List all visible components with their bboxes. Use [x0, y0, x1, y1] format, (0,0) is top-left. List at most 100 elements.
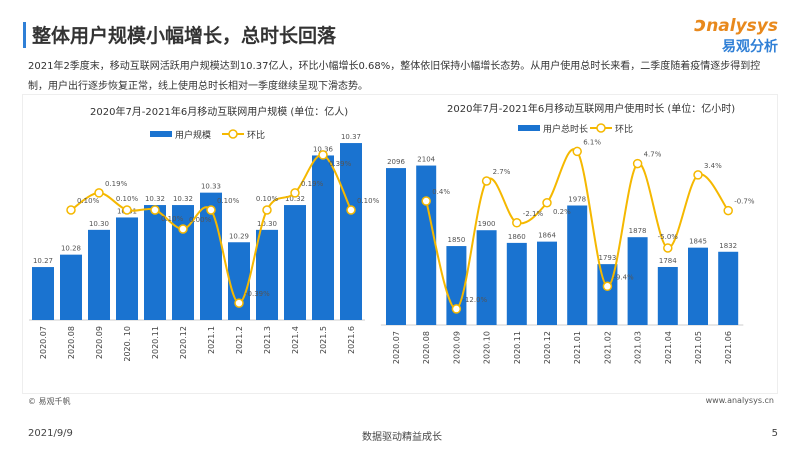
growth-value-label: 0.10%	[161, 215, 184, 223]
x-tick-label: 2021.3	[263, 326, 272, 354]
x-tick-label: 2020.11	[151, 326, 160, 359]
growth-value-label: 4.7%	[644, 151, 662, 159]
legend-bar-swatch	[518, 125, 540, 131]
bar-value-label: 10.29	[229, 232, 249, 240]
bar	[340, 143, 362, 320]
growth-point	[290, 188, 300, 198]
bar-value-label: 1793	[598, 254, 616, 262]
chart1-title: 2020年7月-2021年6月移动互联网用户规模 (单位：亿人)	[90, 107, 349, 118]
x-tick-label: 2020.09	[452, 331, 461, 364]
growth-point	[663, 243, 673, 253]
bar-value-label: 10.30	[257, 220, 277, 228]
bar	[312, 155, 334, 320]
x-tick-label: 2020.09	[95, 326, 104, 359]
legend-line-label: 环比	[615, 123, 633, 135]
growth-point	[94, 188, 104, 198]
growth-value-label: 0.39%	[329, 160, 352, 168]
logo-text-en: nalysys	[706, 16, 778, 36]
legend-bar-label: 用户总时长	[543, 123, 588, 135]
x-tick-label: 2020.12	[179, 326, 188, 359]
bar	[718, 251, 739, 325]
bar	[32, 267, 54, 320]
growth-point	[542, 198, 552, 208]
bar-value-label: 10.32	[145, 195, 165, 203]
bar-value-label: 1860	[508, 233, 526, 241]
bar-value-label: 1845	[689, 238, 707, 246]
legend-bar-label: 用户规模	[175, 129, 211, 141]
date: 2021/9/9	[28, 428, 73, 439]
x-tick-label: 2021.03	[634, 331, 643, 364]
bar	[60, 254, 82, 320]
x-tick-label: 2021.05	[694, 331, 703, 364]
growth-value-label: -12.0%	[462, 296, 487, 304]
bar-value-label: 10.32	[285, 195, 305, 203]
bar	[627, 237, 648, 325]
growth-value-label: 3.4%	[704, 162, 722, 170]
growth-value-label: 0.4%	[432, 188, 450, 196]
bar	[144, 205, 166, 320]
x-tick-label: 2020.11	[513, 331, 522, 364]
bar-value-label: 10.28	[61, 245, 81, 253]
growth-value-label: 0.10%	[77, 197, 100, 205]
growth-value-label: -0.7%	[734, 198, 755, 206]
growth-value-label: 0.10%	[116, 195, 139, 203]
growth-value-label: -5.0%	[658, 233, 679, 241]
x-tick-label: 2020.08	[422, 331, 431, 364]
bar-value-label: 1864	[538, 232, 556, 240]
bar-value-label: 10.30	[89, 220, 109, 228]
bar-value-label: 2104	[417, 156, 435, 164]
bar-value-label: 1978	[568, 195, 586, 203]
title-accent-bar	[23, 22, 26, 48]
growth-value-label: 0.00%	[189, 216, 212, 224]
growth-point	[602, 281, 613, 292]
legend-bar-swatch	[150, 131, 172, 137]
bar-value-label: 10.36	[313, 145, 334, 153]
x-tick-label: 2020.08	[67, 326, 76, 359]
growth-value-label: 0.10%	[357, 197, 380, 205]
growth-point	[421, 196, 431, 206]
x-tick-label: 2021.6	[347, 326, 356, 354]
source-note: © 易观千帆	[28, 397, 71, 406]
bar	[567, 205, 588, 325]
legend-line-marker	[228, 129, 238, 139]
growth-point	[150, 205, 160, 215]
growth-value-label: 0.10%	[217, 197, 240, 205]
bar	[256, 229, 278, 320]
growth-point	[122, 205, 132, 215]
slogan: 数据驱动精益成长	[362, 432, 442, 443]
x-tick-label: 2021.01	[573, 331, 582, 364]
bar-value-label: 10.32	[173, 195, 193, 203]
bar-value-label: 10.27	[33, 257, 53, 265]
bar	[88, 229, 110, 320]
legend-line-label: 环比	[247, 129, 265, 141]
x-tick-label: 2021.2	[235, 326, 244, 354]
bar-value-label: 2096	[387, 158, 405, 166]
site-url: www.analysys.cn	[705, 396, 774, 405]
chart2-title: 2020年7月-2021年6月移动互联网用户使用时长 (单位：亿小时)	[447, 104, 736, 115]
bar	[537, 241, 557, 325]
legend-line-marker	[596, 123, 606, 133]
bar-value-label: 1784	[659, 257, 677, 265]
growth-point	[206, 205, 216, 215]
growth-value-label: 0.10%	[256, 195, 279, 203]
x-tick-label: 2021.02	[603, 331, 612, 364]
bar	[172, 205, 194, 320]
analysys-logo: ↄnalysys 易观分析	[694, 12, 778, 55]
page-title: 整体用户规模小幅增长，总时长回落	[32, 25, 337, 47]
page-number: 5	[771, 428, 778, 439]
growth-point	[632, 158, 643, 169]
bar	[688, 247, 708, 325]
x-tick-label: 2020.07	[392, 331, 401, 364]
growth-point	[481, 176, 492, 186]
bar	[386, 168, 406, 325]
growth-value-label: -2.1%	[523, 210, 544, 218]
x-tick-label: 2020.10	[483, 331, 492, 364]
x-tick-label: 2020.07	[39, 326, 48, 359]
bar-value-label: 10.37	[341, 133, 361, 141]
bar	[284, 205, 306, 320]
bar-value-label: 1878	[629, 227, 647, 235]
growth-value-label: -9.4%	[613, 273, 634, 281]
growth-point	[572, 146, 582, 157]
growth-point	[234, 298, 244, 308]
